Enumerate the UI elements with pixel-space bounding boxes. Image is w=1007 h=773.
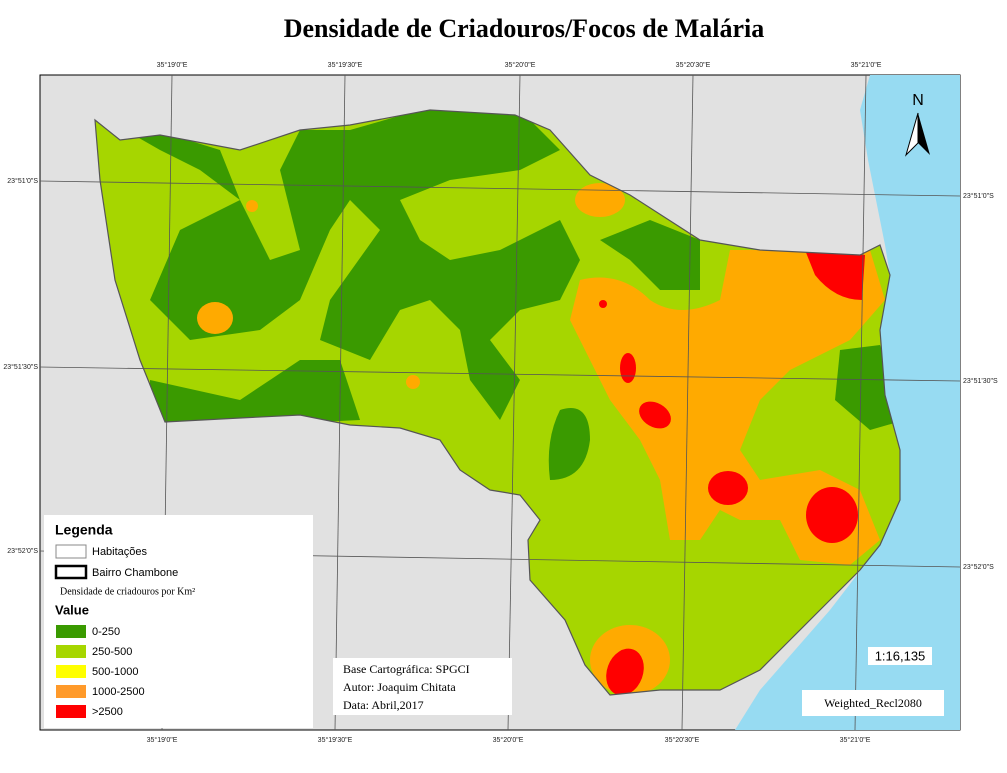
coord-bottom: 35°19'30"E [318,736,353,744]
map-title: Densidade de Criadouros/Focos de Malária [284,14,765,43]
legend: Legenda Habitações Bairro Chambone Densi… [44,515,313,728]
legend-title: Legenda [55,522,113,538]
legend-label: 250-500 [92,646,132,658]
coordinate-labels: 35°19'0"E 35°19'30"E 35°20'0"E 35°20'30"… [3,61,998,744]
layer-label: Weighted_Recl2080 [824,696,922,710]
coord-bottom: 35°20'30"E [665,736,700,744]
legend-swatch [56,685,86,698]
credits-box [333,658,512,715]
coord-right: 23°51'0"S [963,192,994,200]
legend-label: 1000-2500 [92,686,145,698]
legend-label: 0-250 [92,626,120,638]
title-box [186,8,862,52]
credit-line: Base Cartográfica: SPGCI [343,662,470,676]
coord-right: 23°52'0"S [963,563,994,571]
credit-line: Data: Abril,2017 [343,698,424,712]
legend-label: Bairro Chambone [92,567,178,579]
legend-subtitle: Densidade de criadouros por Km² [60,586,195,597]
coord-top: 35°20'0"E [505,61,536,69]
north-arrow: N [904,92,930,157]
legend-label: Habitações [92,546,148,558]
coord-top: 35°21'0"E [851,61,882,69]
legend-swatch [56,625,86,638]
coord-bottom: 35°19'0"E [147,736,178,744]
credits: Base Cartográfica: SPGCI Autor: Joaquim … [333,658,512,715]
legend-swatch [56,645,86,658]
legend-box [44,515,313,728]
coord-bottom: 35°20'0"E [493,736,524,744]
coord-left: 23°52'0"S [7,547,38,555]
coord-left: 23°51'30"S [3,363,38,371]
credit-line: Autor: Joaquim Chitata [343,680,456,694]
coord-top: 35°19'30"E [328,61,363,69]
legend-label: >2500 [92,706,123,718]
north-label: N [912,92,924,109]
legend-label: 500-1000 [92,666,139,678]
layer-box [802,690,944,716]
legend-swatch [56,705,86,718]
scale-text: 1:16,135 [875,648,926,663]
scale-box [868,647,932,665]
coord-top: 35°19'0"E [157,61,188,69]
coord-right: 23°51'30"S [963,377,998,385]
coord-left: 23°51'0"S [7,177,38,185]
legend-swatch [55,544,87,559]
legend-value-title: Value [55,602,89,617]
legend-swatch [56,665,86,678]
legend-swatch [54,564,88,580]
coord-top: 35°20'30"E [676,61,711,69]
coord-bottom: 35°21'0"E [840,736,871,744]
